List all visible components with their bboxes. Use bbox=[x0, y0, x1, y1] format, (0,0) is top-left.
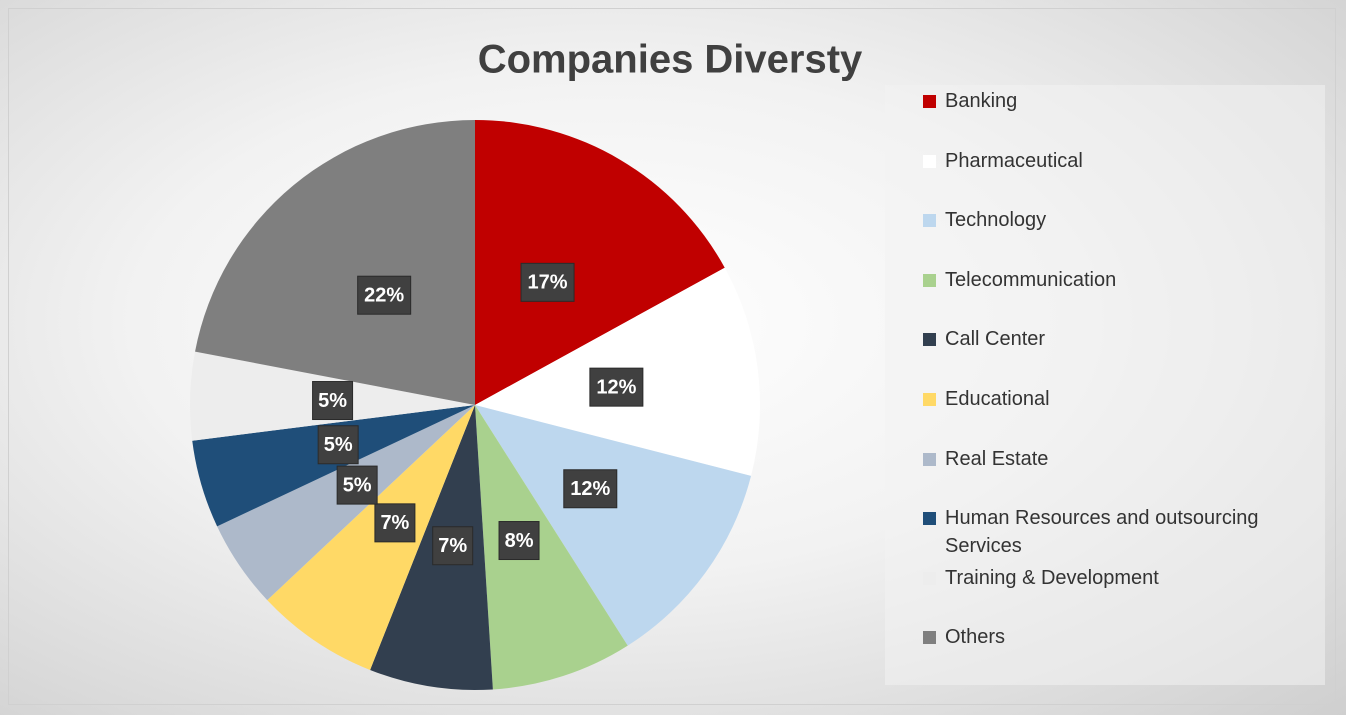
data-label: 12% bbox=[596, 376, 636, 398]
data-label-box bbox=[312, 381, 354, 421]
data-label-box bbox=[357, 275, 412, 315]
legend-label: Real Estate bbox=[945, 447, 1049, 470]
data-label: 8% bbox=[505, 530, 534, 552]
legend-label: Telecommunication bbox=[945, 268, 1117, 291]
legend-swatch bbox=[923, 571, 936, 585]
data-label: 5% bbox=[324, 434, 353, 456]
legend-label: Banking bbox=[945, 90, 1018, 112]
legend-swatch bbox=[923, 452, 936, 466]
data-label: 7% bbox=[438, 535, 467, 557]
pie-slice bbox=[192, 405, 475, 527]
legend-swatch bbox=[923, 393, 936, 406]
data-label: 17% bbox=[528, 272, 568, 294]
legend-swatch bbox=[923, 95, 936, 108]
legend-item: Call Center bbox=[923, 325, 1303, 353]
legend-swatch bbox=[923, 333, 936, 347]
data-label-box bbox=[317, 425, 359, 465]
legend-item: Telecommunication bbox=[923, 266, 1303, 294]
legend-label: Human Resources and outsourcing Services bbox=[945, 507, 1259, 558]
legend-label: Training & Development bbox=[945, 566, 1159, 589]
legend-swatch bbox=[923, 512, 936, 526]
pie-slice bbox=[267, 405, 475, 670]
pie-slice bbox=[475, 405, 628, 690]
data-label: 5% bbox=[318, 390, 347, 412]
legend: Banking Pharmaceutical Technology Telecommu… bbox=[885, 85, 1325, 685]
legend-label: Pharmaceutical bbox=[945, 149, 1083, 172]
data-label-box bbox=[589, 367, 644, 407]
legend-label: Educational bbox=[945, 388, 1050, 410]
legend-item: Banking bbox=[923, 87, 1303, 115]
data-label-box bbox=[432, 526, 474, 566]
legend-item: Pharmaceutical bbox=[923, 147, 1303, 175]
legend-label: Call Center bbox=[945, 328, 1046, 351]
legend-item: Real Estate bbox=[923, 445, 1303, 473]
pie-slice bbox=[475, 120, 725, 405]
legend-swatch bbox=[923, 214, 936, 228]
legend-item: Training & Development bbox=[923, 564, 1303, 592]
legend-item: Technology bbox=[923, 206, 1303, 234]
legend-swatch bbox=[923, 154, 936, 168]
chart-frame bbox=[8, 8, 1336, 705]
pie-slice bbox=[195, 119, 475, 405]
data-label-box bbox=[336, 465, 378, 505]
legend-item: Human Resources and outsourcing Services bbox=[923, 504, 1303, 560]
legend-item: Educational bbox=[923, 385, 1303, 413]
pie-slice bbox=[475, 405, 752, 646]
data-label-box bbox=[498, 521, 540, 561]
data-label-box bbox=[520, 262, 575, 302]
data-label-box bbox=[563, 469, 618, 509]
legend-item: Others bbox=[923, 623, 1303, 651]
data-label: 5% bbox=[343, 474, 372, 496]
data-label: 22% bbox=[364, 284, 404, 306]
data-label-box bbox=[374, 503, 416, 543]
data-label: 12% bbox=[570, 478, 610, 500]
legend-swatch bbox=[923, 631, 936, 645]
data-label: 7% bbox=[380, 512, 409, 534]
legend-label: Others bbox=[945, 626, 1006, 649]
legend-label: Technology bbox=[945, 209, 1047, 232]
pie-slice bbox=[370, 405, 493, 690]
chart-title: Companies Diversty bbox=[478, 38, 863, 82]
legend-swatch bbox=[923, 273, 936, 287]
